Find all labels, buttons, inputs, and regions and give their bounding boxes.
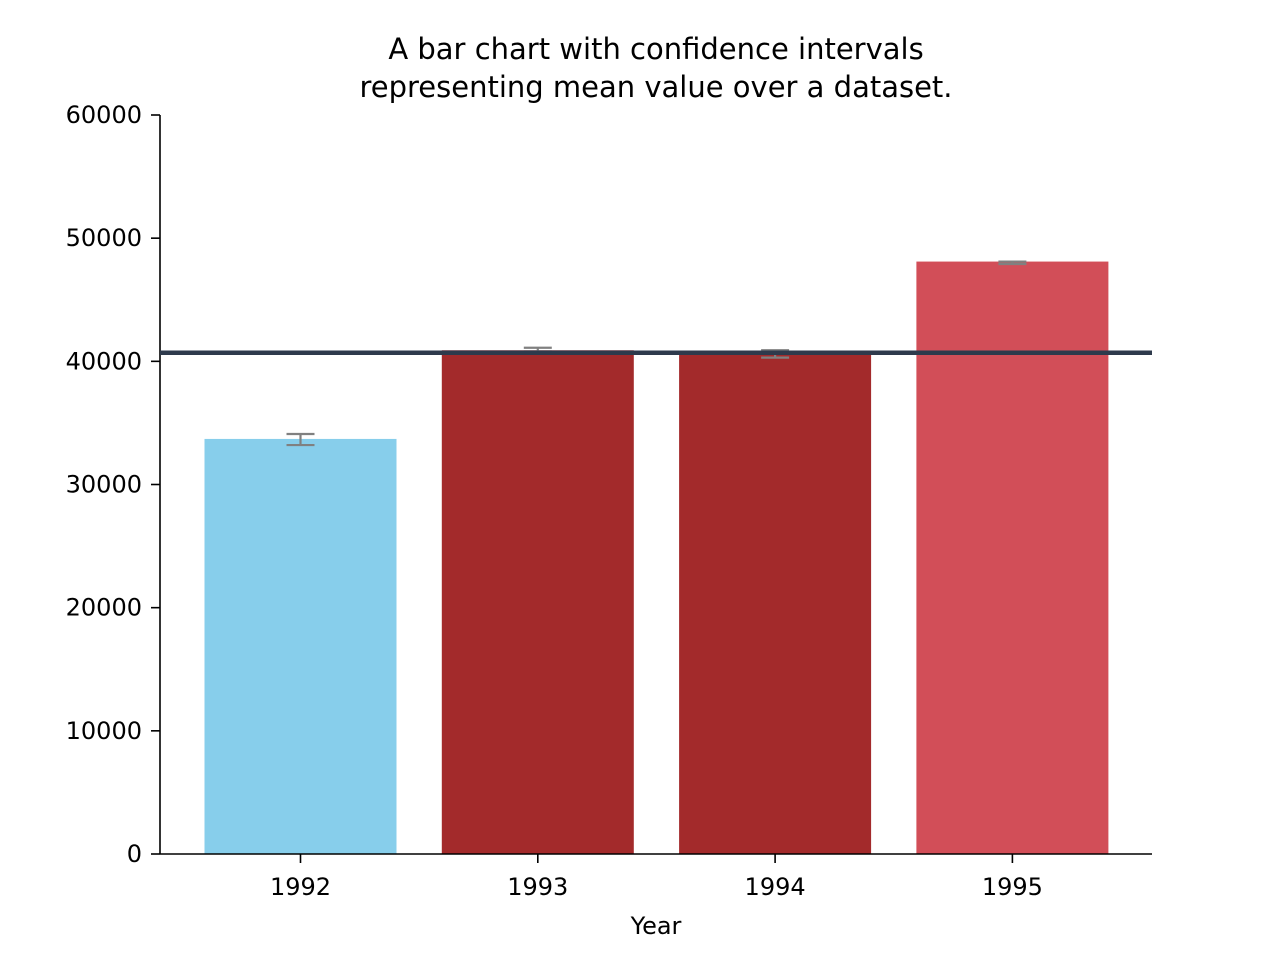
chart-title: A bar chart with confidence intervals rep… [359, 32, 952, 104]
bar-1995 [916, 261, 1109, 854]
chart-title-line-2: representing mean value over a dataset. [359, 70, 952, 104]
y-tick-label-20000: 20000 [66, 594, 142, 622]
bar-1992 [204, 438, 397, 854]
bar-1993 [441, 350, 634, 854]
chart-title-line-1: A bar chart with confidence intervals [388, 32, 923, 66]
error-bar-1995 [998, 260, 1027, 266]
x-tick-label-1994: 1994 [745, 873, 806, 901]
x-tick-label-1993: 1993 [507, 873, 568, 901]
y-tick-label-40000: 40000 [66, 347, 142, 375]
x-tick-label-1992: 1992 [270, 873, 331, 901]
y-ticks: 0 10000 20000 30000 40000 50000 60000 [66, 101, 160, 868]
y-tick-label-10000: 10000 [66, 717, 142, 745]
error-bar-1992 [286, 432, 315, 447]
x-axis-label: Year [630, 912, 682, 940]
y-tick-label-50000: 50000 [66, 224, 142, 252]
bar-1994 [679, 353, 872, 854]
y-tick-label-0: 0 [127, 840, 142, 868]
bars [204, 261, 1109, 854]
x-ticks: 1992 1993 1994 1995 [270, 854, 1043, 901]
y-tick-label-30000: 30000 [66, 471, 142, 499]
x-tick-label-1995: 1995 [982, 873, 1043, 901]
y-tick-label-60000: 60000 [66, 101, 142, 129]
